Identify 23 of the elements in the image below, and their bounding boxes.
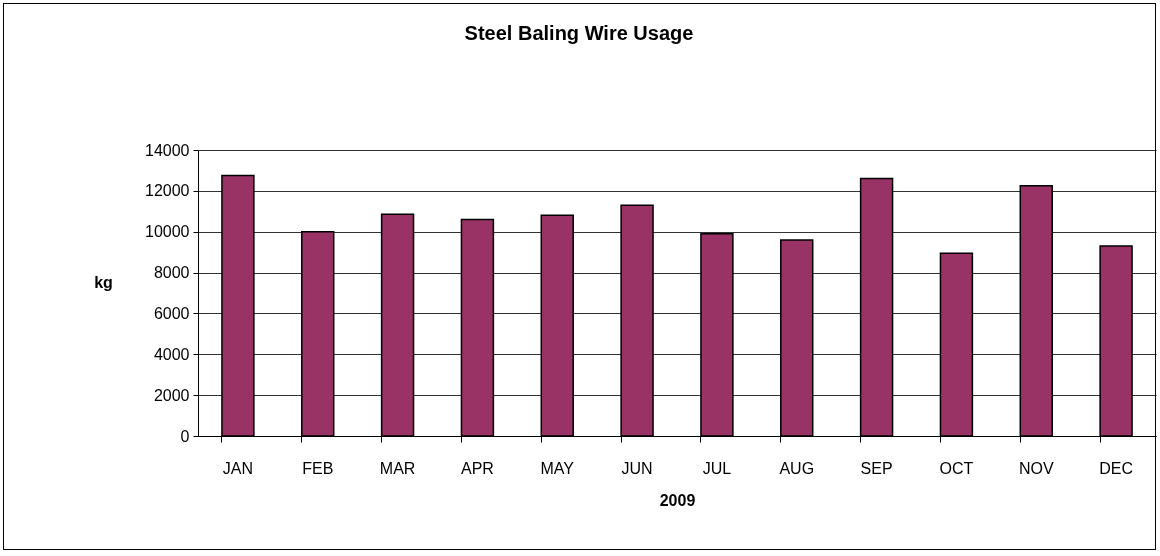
- x-tick-label: MAY: [540, 459, 575, 477]
- y-axis-title: kg: [94, 273, 113, 291]
- x-tick-label: MAR: [379, 459, 416, 477]
- y-tick-label: 6000: [153, 304, 190, 322]
- x-tick-label: JAN: [222, 459, 254, 477]
- y-tick-label: 2000: [153, 386, 190, 404]
- y-tick-label: 8000: [153, 264, 190, 282]
- x-tick-label: AUG: [779, 459, 815, 477]
- x-axis-title: 2009: [659, 491, 696, 509]
- x-tick-label: JUN: [621, 459, 653, 477]
- y-tick-label: 14000: [145, 141, 190, 159]
- x-tick-label: JUL: [702, 459, 732, 477]
- x-tick-label: OCT: [939, 459, 974, 477]
- y-tick-label: 12000: [145, 182, 190, 200]
- x-tick-label: APR: [460, 459, 494, 477]
- chart-title: Steel Baling Wire Usage: [464, 22, 694, 44]
- x-tick-label: DEC: [1099, 459, 1133, 477]
- x-tick-label: NOV: [1018, 459, 1054, 477]
- y-tick-label: 4000: [153, 345, 190, 363]
- y-tick-label: 10000: [145, 223, 190, 241]
- x-tick-label: SEP: [860, 459, 893, 477]
- y-tick-label: 0: [180, 427, 190, 445]
- x-tick-label: FEB: [302, 459, 334, 477]
